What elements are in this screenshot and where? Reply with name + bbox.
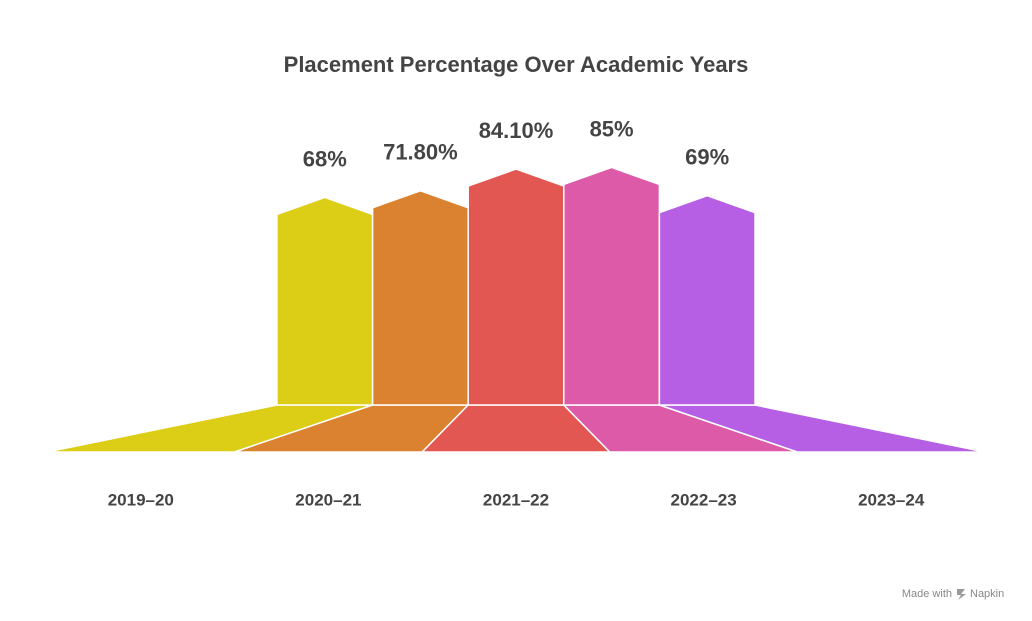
value-label: 84.10% [479,118,554,143]
bar [467,168,565,406]
chart-title: Placement Percentage Over Academic Years [284,52,749,77]
x-tick-label: 2020–21 [295,490,361,509]
napkin-icon [957,589,966,600]
footer-brand: Napkin [970,588,1004,600]
x-tick-label: 2019–20 [108,490,174,509]
footer: Made with Napkin [902,588,1004,600]
x-tick-label: 2023–24 [858,490,925,509]
bar [563,166,661,406]
value-label: 69% [685,145,729,170]
x-tick-label: 2021–22 [483,490,549,509]
value-label: 71.80% [383,140,458,165]
x-tick-label: 2022–23 [671,490,737,509]
value-label: 85% [590,116,634,141]
bar [658,194,756,406]
footer-made-with: Made with [902,588,952,600]
bar [276,196,374,406]
bar [371,189,469,406]
value-label: 68% [303,146,347,171]
